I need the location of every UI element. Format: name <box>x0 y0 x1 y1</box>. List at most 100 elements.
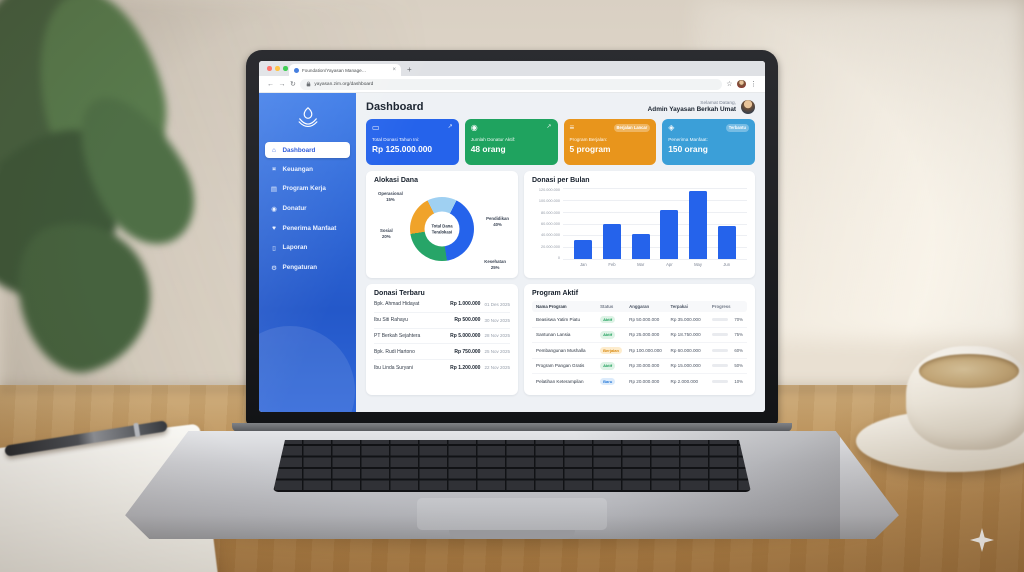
bar-mar <box>631 234 650 259</box>
sidebar-item[interactable]: ¤ Keuangan <box>265 161 350 177</box>
slice-label-pendidikan: Pendidikan 40% <box>486 216 509 227</box>
donor-name: PT Berkah Sejahtera <box>374 332 421 339</box>
charts-row: Alokasi Dana Total Dana Teralokasi Opera… <box>356 165 765 278</box>
coffee-cup <box>906 346 1024 450</box>
program-budget: Rp 20.000.000 <box>629 379 660 385</box>
sidebar-item-label: Penerima Manfaat <box>282 224 337 232</box>
sidebar-item-label: Program Kerja <box>282 185 326 192</box>
donation-amount: Rp 5.000.000 <box>450 332 481 339</box>
stat-card: ◉ ↗ Jumlah Donatur Aktif: 48 orang <box>464 119 558 165</box>
donor-name: Bpk. Ahmad Hidayat <box>374 301 420 308</box>
minimize-window-button[interactable] <box>275 66 280 71</box>
sidebar-item[interactable]: ▤ Program Kerja <box>265 180 350 197</box>
page-title: Dashboard <box>366 101 424 113</box>
slice-label-kesehatan: Kesehatan 25% <box>484 259 506 271</box>
laptop-hinge <box>232 423 792 432</box>
sidebar-item[interactable]: ♥ Penerima Manfaat <box>265 220 350 236</box>
user-info[interactable]: Selamat Datang, Admin Yayasan Berkah Uma… <box>648 100 755 114</box>
stat-card-value: 150 orang <box>668 143 708 154</box>
programs-title: Program Aktif <box>532 290 579 297</box>
sidebar: ⌂ Dashboard ¤ Keuangan ▤ <box>259 93 356 412</box>
window-controls[interactable] <box>267 66 288 71</box>
y-tick: 0 <box>557 255 560 260</box>
user-name: Admin Yayasan Berkah Umat <box>647 106 736 113</box>
status-badge: Berjalan <box>600 346 622 355</box>
sidebar-item[interactable]: ◉ Donatur <box>265 200 350 217</box>
donation-date: 01 Des 2025 <box>484 301 510 307</box>
laptop-notch <box>449 530 575 539</box>
browser-profile-avatar[interactable] <box>737 79 746 89</box>
stat-card: ≡ Berjalan Lancar Program Berjalan: 5 pr… <box>563 119 657 165</box>
col-progress: Progress <box>711 304 731 309</box>
gridline <box>563 235 747 237</box>
stat-cards: ▭ ↗ Total Donasi Tahun Ini: Rp 125.000.0… <box>356 119 765 165</box>
gridline <box>563 247 747 249</box>
progress-percent: 60% <box>734 347 743 353</box>
bar-jan <box>574 240 593 259</box>
program-name: Santunan Lansia <box>536 332 571 338</box>
bar-plot <box>563 188 747 260</box>
stat-card-icon: ◉ <box>470 123 478 132</box>
maximize-window-button[interactable] <box>283 66 288 71</box>
gridline <box>563 211 747 213</box>
sidebar-item-label: Dashboard <box>282 146 316 154</box>
progress-percent: 10% <box>734 379 743 385</box>
close-window-button[interactable] <box>267 66 272 71</box>
stat-card-label: Program Berjalan: <box>569 137 608 142</box>
sidebar-nav: ⌂ Dashboard ¤ Keuangan ▤ <box>259 138 356 280</box>
sidebar-item-icon: ▯ <box>272 244 276 252</box>
recent-donations-panel: Donasi Terbaru Bpk. Ahmad Hidayat Rp 1.0… <box>366 284 518 395</box>
tab-close-icon[interactable]: × <box>392 67 396 73</box>
stat-card-value: 5 program <box>569 143 611 154</box>
bookmark-star-icon[interactable]: ☆ <box>726 80 733 88</box>
bar-chart-xaxis: Jan Feb Mar Apr May Jun <box>563 260 747 267</box>
welcome-text: Selamat Datang, <box>700 101 736 106</box>
bar-jun <box>717 225 736 259</box>
sidebar-item[interactable]: ▯ Laporan <box>265 239 350 256</box>
gridline <box>563 223 747 225</box>
col-anggaran: Anggaran <box>629 304 650 309</box>
x-tick: Mar <box>637 261 645 267</box>
forward-icon[interactable]: → <box>278 80 286 88</box>
new-tab-button[interactable]: + <box>407 65 412 74</box>
bar-chart-yaxis: 120.000.000 100.000.000 80.000.000 60.000.0… <box>532 188 563 260</box>
program-name: Beasiswa Yatim Piatu <box>536 316 581 322</box>
browser-tab[interactable]: Foundation/Yayasan Manage… × <box>289 64 401 76</box>
program-spent: Rp 15.000.000 <box>670 363 701 369</box>
programs-table-body: Beasiswa Yatim Piatu Aktif Rp 50.000.000… <box>532 312 747 389</box>
sidebar-item-label: Pengaturan <box>282 264 318 271</box>
address-bar[interactable]: yayasan.zim.org/dashboard <box>300 78 722 90</box>
user-avatar[interactable] <box>741 100 755 114</box>
donation-date: 22 Nov 2025 <box>484 365 510 371</box>
browser-tabstrip: Foundation/Yayasan Manage… × + <box>259 61 765 76</box>
active-programs-panel: Program Aktif Nama Program Status Anggar… <box>524 284 755 395</box>
donation-row: Ibu Siti Rahayu Rp 500.000 30 Nov 2025 <box>374 313 510 329</box>
program-spent: Rp 2.000.000 <box>670 379 699 385</box>
bar-apr <box>660 210 679 259</box>
browser-menu-icon[interactable]: ⋮ <box>750 80 757 88</box>
bar-feb <box>602 223 621 259</box>
donations-list: Bpk. Ahmad Hidayat Rp 1.000.000 01 Des 2… <box>374 297 510 375</box>
program-row: Program Pangan Gratis Aktif Rp 30.000.00… <box>532 359 747 375</box>
donation-amount: Rp 750.000 <box>454 348 481 355</box>
back-icon[interactable]: ← <box>267 80 274 88</box>
program-row: Pelatihan Keterampilan Baru Rp 20.000.00… <box>532 374 747 389</box>
tables-row: Donasi Terbaru Bpk. Ahmad Hidayat Rp 1.0… <box>356 278 765 395</box>
donation-row: PT Berkah Sejahtera Rp 5.000.000 28 Nov … <box>374 329 510 345</box>
gridline <box>563 259 747 260</box>
sidebar-item[interactable]: ⌂ Dashboard <box>265 142 350 158</box>
lock-icon <box>307 81 311 87</box>
donation-amount: Rp 1.200.000 <box>450 364 481 371</box>
stat-card-label: Penerima Manfaat: <box>668 137 708 142</box>
progress-bar <box>711 364 728 368</box>
trackpad <box>417 498 607 530</box>
tab-title: Foundation/Yayasan Manage… <box>302 67 367 73</box>
donation-date: 28 Nov 2025 <box>484 333 510 339</box>
reload-icon[interactable]: ↻ <box>290 80 296 88</box>
y-tick: 80.000.000 <box>540 210 560 215</box>
fund-allocation-panel: Alokasi Dana Total Dana Teralokasi Opera… <box>366 171 518 278</box>
sidebar-item[interactable]: ⚙ Pengaturan <box>265 259 350 276</box>
progress-bar <box>711 333 728 337</box>
sidebar-item-icon: ▤ <box>270 185 278 193</box>
y-tick: 60.000.000 <box>540 221 560 226</box>
